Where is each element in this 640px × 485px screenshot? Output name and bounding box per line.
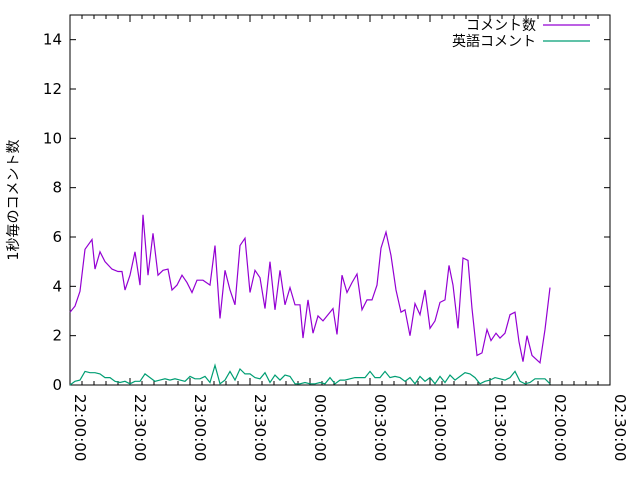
y-tick-label: 12 (43, 80, 62, 98)
x-tick-label: 01:00:00 (431, 394, 449, 461)
plot-border (70, 15, 610, 385)
y-tick-label: 8 (52, 179, 62, 197)
legend-label: 英語コメント (452, 33, 536, 50)
y-tick-label: 2 (52, 327, 62, 345)
x-tick-label: 00:00:00 (311, 394, 329, 461)
y-axis-label: 1秒毎のコメント数 (6, 140, 22, 261)
x-tick-label: 22:00:00 (71, 394, 89, 461)
x-tick-label: 02:30:00 (611, 394, 629, 461)
axes: 0 2 4 6 8 10 12 14 22:00:00 22:30:00 23:00:00 23:30… (43, 15, 629, 461)
x-tick-label: 01:30:00 (491, 394, 509, 461)
y-tick-label: 14 (43, 31, 62, 49)
y-tick-label: 6 (52, 228, 62, 246)
x-tick-label: 23:00:00 (191, 394, 209, 461)
legend-label: コメント数 (466, 18, 536, 34)
y-tick-label: 4 (52, 277, 62, 295)
x-tick-label: 23:30:00 (251, 394, 269, 461)
series-line-1 (70, 215, 550, 363)
y-tick-label: 0 (52, 376, 62, 394)
y-tick-label: 10 (43, 129, 62, 147)
x-tick-label: 22:30:00 (131, 394, 149, 461)
x-tick-label: 02:00:00 (551, 394, 569, 461)
series-group (70, 215, 550, 385)
x-tick-label: 00:30:00 (371, 394, 389, 461)
